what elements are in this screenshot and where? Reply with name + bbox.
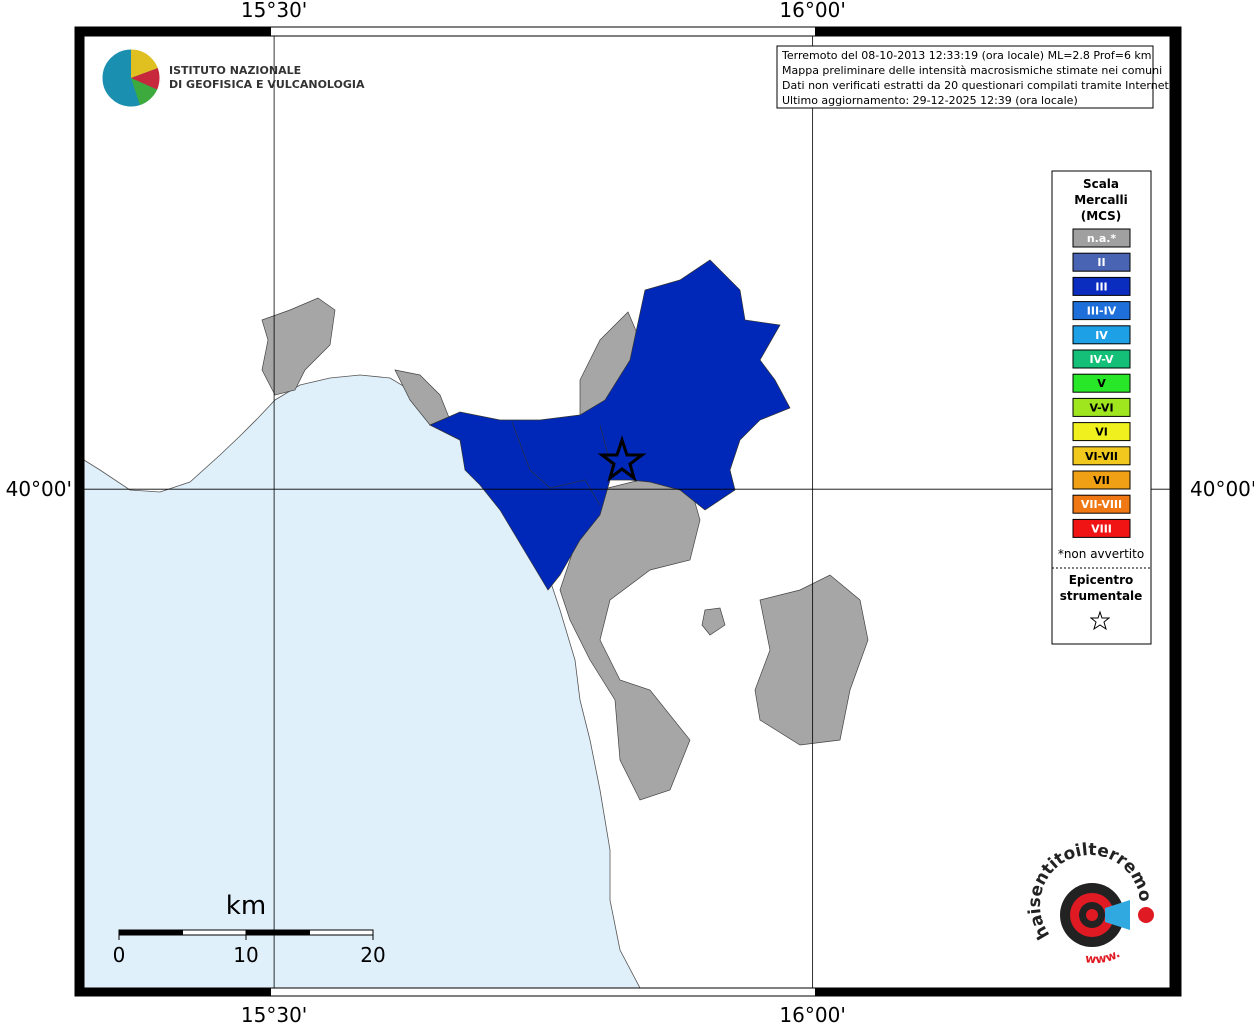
institute-name: ISTITUTO NAZIONALE (169, 64, 301, 77)
lat-label: 40°00' (1190, 477, 1254, 501)
legend-label: IV-V (1089, 353, 1114, 366)
legend-swatch (1072, 494, 1131, 514)
lat-label: 40°00' (6, 477, 72, 501)
lon-label: 15°30' (241, 1003, 307, 1024)
scale-segment (118, 929, 183, 936)
legend-swatch (1072, 276, 1131, 296)
municipalities-not-felt (261, 297, 869, 801)
legend-title: (MCS) (1081, 209, 1122, 223)
legend-label: III (1095, 280, 1107, 293)
legend-swatch (1072, 373, 1131, 393)
legend-epicenter: Epicentro (1069, 573, 1134, 587)
legend-label: III-IV (1087, 305, 1117, 318)
legend: Scala Mercalli (MCS) *non avvertito Epic… (1051, 170, 1152, 645)
legend-label: V (1097, 377, 1106, 390)
info-line: Mappa preliminare delle intensità macros… (782, 64, 1162, 77)
legend-swatch (1072, 422, 1131, 442)
epicenter-star (597, 435, 647, 482)
lon-label: 15°30' (241, 0, 307, 22)
legend-swatch (1072, 228, 1131, 248)
info-line: Dati non verificati estratti da 20 quest… (782, 79, 1172, 92)
scale-tick-label: 0 (113, 943, 126, 967)
legend-swatch (1072, 349, 1131, 369)
scale-bar: km 0 10 20 (113, 891, 386, 967)
legend-label: II (1097, 256, 1105, 269)
legend-title: Mercalli (1074, 193, 1128, 207)
scale-tick-label: 20 (360, 943, 385, 967)
legend-label: VII (1093, 474, 1110, 487)
institute-name: DI GEOFISICA E VULCANOLOGIA (169, 78, 365, 91)
info-line: Ultimo aggiornamento: 29-12-2025 12:39 (… (782, 94, 1078, 107)
scale-segment (182, 929, 247, 936)
legend-label: VIII (1091, 522, 1112, 535)
graticule (84, 36, 1170, 988)
legend-swatch (1072, 252, 1131, 272)
scale-tick-label: 10 (233, 943, 258, 967)
legend-label: n.a.* (1087, 232, 1117, 245)
legend-swatch (1072, 397, 1131, 417)
info-box: Terremoto del 08-10-2013 12:33:19 (ora l… (776, 45, 1172, 109)
scale-unit: km (226, 891, 266, 921)
legend-label: VII-VIII (1081, 498, 1122, 511)
lon-label: 16°00' (779, 1003, 845, 1024)
legend-swatch (1072, 301, 1131, 321)
legend-label: V-VI (1089, 401, 1113, 414)
lon-label: 16°00' (779, 0, 845, 22)
legend-swatch (1072, 470, 1131, 490)
legend-label: IV (1095, 329, 1108, 342)
legend-note: *non avvertito (1058, 547, 1144, 561)
legend-swatch (1072, 325, 1131, 345)
frame (74, 26, 1182, 997)
scale-segment (309, 929, 374, 936)
scale-segment (245, 929, 310, 936)
legend-label: VI (1095, 426, 1108, 439)
legend-swatch (1072, 518, 1131, 538)
legend-label: VI-VII (1085, 450, 1118, 463)
ingv-logo: ISTITUTO NAZIONALE DI GEOFISICA E VULCAN… (101, 48, 365, 108)
info-line: Terremoto del 08-10-2013 12:33:19 (ora l… (781, 49, 1152, 62)
legend-title: Scala (1083, 177, 1119, 191)
legend-swatch (1072, 446, 1131, 466)
legend-epicenter: strumentale (1060, 589, 1143, 603)
